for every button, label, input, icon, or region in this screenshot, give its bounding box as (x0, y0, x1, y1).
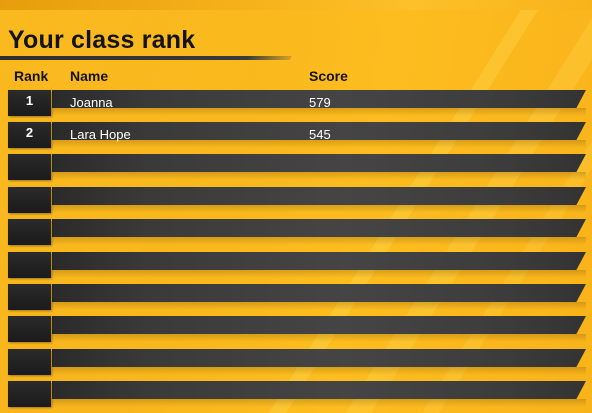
row-shadow (52, 334, 586, 342)
table-row (0, 284, 592, 310)
row-bar (52, 316, 586, 334)
row-shadow (52, 270, 586, 278)
table-row: 1 Joanna 579 (0, 90, 592, 116)
score-cell: 579 (309, 95, 331, 110)
table-row (0, 219, 592, 245)
row-shadow (52, 367, 586, 375)
row-shadow (52, 140, 586, 148)
column-header-score: Score (309, 68, 348, 84)
row-bar (52, 219, 586, 237)
row-shadow (52, 302, 586, 310)
row-shadow (52, 172, 586, 180)
row-shadow (52, 399, 586, 407)
score-cell: 545 (309, 127, 331, 142)
rank-cell (8, 187, 51, 213)
rank-cell (8, 252, 51, 278)
row-bar (52, 252, 586, 270)
column-header-name: Name (70, 68, 109, 84)
row-shadow (52, 108, 586, 116)
name-cell: Lara Hope (70, 127, 131, 142)
row-bar (52, 122, 586, 140)
row-bar (52, 154, 586, 172)
rank-cell (8, 154, 51, 180)
name-cell: Joanna (70, 95, 113, 110)
row-bar (52, 187, 586, 205)
rank-cell (8, 349, 51, 375)
table-row (0, 381, 592, 407)
table-row: 2 Lara Hope 545 (0, 122, 592, 148)
row-shadow (52, 237, 586, 245)
page-title: Your class rank (8, 26, 196, 54)
table-row (0, 154, 592, 180)
column-header-rank: Rank (14, 68, 49, 84)
rank-cell (8, 219, 51, 245)
table-row (0, 349, 592, 375)
table-row (0, 187, 592, 213)
top-band (0, 0, 592, 10)
row-bar (52, 90, 586, 108)
rank-cell (8, 284, 51, 310)
table-row (0, 252, 592, 278)
rank-cell: 1 (8, 90, 51, 116)
table-row (0, 316, 592, 342)
row-bar (52, 284, 586, 302)
rank-cell (8, 381, 51, 407)
row-bar (52, 349, 586, 367)
row-shadow (52, 205, 586, 213)
title-underline (0, 56, 292, 60)
rank-cell (8, 316, 51, 342)
row-bar (52, 381, 586, 399)
rank-cell: 2 (8, 122, 51, 148)
